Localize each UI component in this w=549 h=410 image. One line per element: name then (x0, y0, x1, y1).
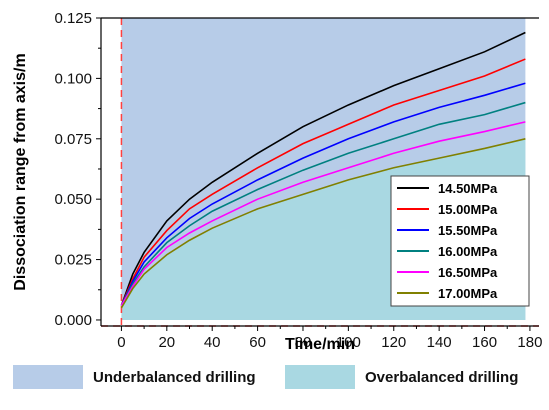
legend-label-16.50MPa: 16.50MPa (438, 265, 498, 280)
x-axis-title: Time/min (285, 336, 355, 353)
series-line-16.00MPa (120, 101, 526, 306)
x-tick-label: 180 (517, 334, 542, 351)
legend-label-15.50MPa: 15.50MPa (438, 223, 498, 238)
overbalanced-label: Overbalanced drilling (365, 368, 519, 386)
series-line-16.50MPa (120, 121, 526, 306)
axes: 0 20 40 60 80 100 120 140 160 180 0.000 0.025 0.050 0… (12, 10, 542, 353)
legend-label-17.00MPa: 17.00MPa (438, 286, 498, 301)
legend-label-15.00MPa: 15.00MPa (438, 202, 498, 217)
x-tick-label: 60 (249, 334, 266, 351)
x-tick-label: 100 (336, 334, 361, 351)
legend-label-16.00MPa: 16.00MPa (438, 244, 498, 259)
underbalanced-label: Underbalanced drilling (93, 368, 256, 386)
y-tick-label: 0.125 (54, 10, 92, 27)
legend: 14.50MPa 15.00MPa 15.50MPa 16.00MPa 16.50MPa… (390, 175, 530, 307)
underbalanced-swatch (13, 365, 83, 389)
series-line-14.50MPa (120, 31, 526, 306)
y-tick-label: 0.050 (54, 191, 92, 208)
y-tick-label: 0.000 (54, 312, 92, 329)
region-legend-item-underbalanced: Underbalanced drilling (13, 362, 256, 392)
legend-label-14.50MPa: 14.50MPa (438, 181, 498, 196)
y-axis-title: Dissociation range from axis/m (12, 53, 29, 290)
region-legend-item-overbalanced: Overbalanced drilling (285, 362, 518, 392)
region-legend: Underbalanced drilling Overbalanced dril… (0, 362, 549, 392)
x-tick-label: 0 (117, 334, 125, 351)
y-tick-label: 0.025 (54, 252, 92, 269)
x-tick-label: 80 (295, 334, 312, 351)
series-line-17.00MPa (120, 138, 526, 309)
series-line-15.00MPa (120, 58, 526, 306)
x-tick-label: 160 (472, 334, 497, 351)
y-tick-label: 0.100 (54, 70, 92, 87)
series-line-15.50MPa (120, 82, 526, 306)
y-tick-label: 0.075 (54, 131, 92, 148)
overbalanced-swatch (285, 365, 355, 389)
legend-box (390, 175, 530, 307)
x-tick-label: 20 (158, 334, 175, 351)
x-tick-label: 120 (381, 334, 406, 351)
x-tick-label: 40 (204, 334, 221, 351)
x-tick-label: 140 (427, 334, 452, 351)
